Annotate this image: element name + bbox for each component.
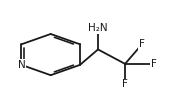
Text: F: F — [122, 79, 128, 90]
Text: F: F — [151, 59, 157, 69]
Text: N: N — [18, 60, 25, 70]
Text: F: F — [139, 39, 145, 49]
Text: H₂N: H₂N — [88, 23, 108, 33]
